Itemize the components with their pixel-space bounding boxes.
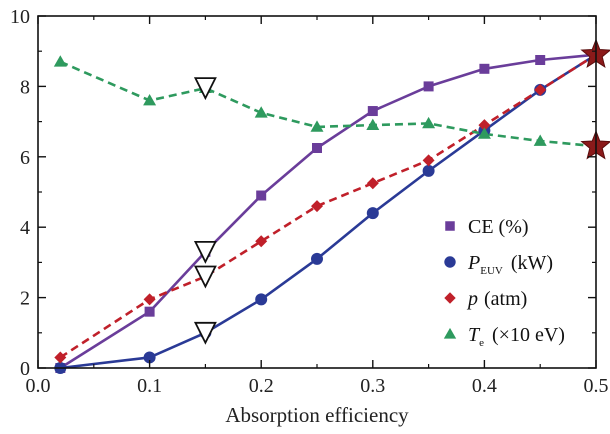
series-line-peuv: [60, 53, 597, 370]
legend-label-peuv: PEUV (kW): [467, 252, 553, 277]
y-tick-label: 10: [10, 6, 30, 28]
legend-marker-ce: [445, 221, 455, 231]
legend-label-te: Te (×10 eV): [468, 324, 565, 349]
legend-marker-peuv: [444, 256, 456, 268]
series-line-ce: [59, 53, 597, 370]
data-point-te: [477, 127, 491, 139]
legend-main: T: [468, 324, 481, 346]
x-tick-label: 0.4: [472, 375, 497, 397]
legend: CE (%) PEUV (kW) p (atm)Te (×10 eV): [443, 216, 565, 349]
x-tick-label: 0.3: [360, 375, 385, 397]
legend-label-ce: CE (%): [468, 216, 529, 238]
data-point-ce: [144, 306, 155, 317]
tick-labels: 0.0 0.1 0.2 0.3 0.4 0.5 0 2 4 6 8 10: [10, 6, 609, 397]
data-point-p: [422, 154, 435, 167]
data-point-ce: [312, 143, 322, 153]
legend-suffix: (atm): [484, 288, 527, 310]
data-point-te: [254, 106, 268, 118]
y-tick-label: 0: [20, 358, 30, 380]
y-tick-label: 4: [20, 217, 30, 239]
x-tick-label: 0.2: [249, 375, 274, 397]
data-point-ce: [535, 55, 546, 65]
legend-marker-te: [443, 327, 457, 339]
y-tick-label: 2: [20, 288, 30, 310]
x-tick-label: 0.0: [26, 375, 51, 397]
legend-main: P: [467, 252, 480, 274]
open-triangle-marker: [193, 77, 217, 101]
data-point-peuv: [143, 351, 156, 364]
data-point-p: [366, 177, 379, 190]
y-tick-label: 8: [20, 76, 30, 98]
data-point-ce: [479, 63, 490, 74]
data-point-ce: [423, 81, 434, 92]
x-tick-label: 0.5: [584, 375, 609, 397]
series-line-p: [59, 53, 597, 359]
legend-main: p: [466, 288, 478, 310]
data-point-p: [534, 83, 547, 96]
data-point-ce: [367, 106, 378, 117]
data-point-peuv: [366, 207, 379, 220]
data-point-te: [533, 134, 547, 146]
data-point-te: [143, 93, 157, 106]
data-point-ce: [256, 190, 267, 201]
open-triangle-marker: [193, 265, 217, 289]
x-tick-label: 0.1: [137, 375, 162, 397]
legend-suffix: (×10 eV): [492, 324, 565, 346]
data-point-p: [54, 351, 67, 364]
legend-label-p: p (atm): [466, 288, 527, 310]
data-point-p: [255, 235, 268, 248]
data-point-peuv: [255, 293, 268, 306]
legend-main: CE (%): [468, 216, 529, 238]
series-line-te: [59, 60, 597, 148]
data-point-te: [310, 120, 324, 132]
data-point-p: [478, 119, 491, 132]
x-axis-title: Absorption efficiency: [225, 403, 409, 427]
legend-subscript: e: [479, 337, 484, 349]
data-point-peuv: [422, 164, 435, 177]
legend-subscript: EUV: [480, 265, 503, 277]
legend-marker-p: [444, 292, 456, 304]
data-point-te: [422, 116, 436, 129]
open-triangle-marker: [193, 240, 217, 264]
data-point-te: [366, 118, 380, 130]
series-lines: [59, 53, 597, 370]
legend-suffix: (kW): [511, 252, 553, 274]
data-point-peuv: [311, 252, 323, 265]
open-triangle-marker: [193, 321, 217, 345]
y-tick-label: 6: [20, 147, 30, 169]
axis-ticks: [37, 15, 597, 369]
data-point-p: [143, 293, 156, 306]
data-point-p: [311, 200, 323, 213]
data-point-te: [53, 55, 67, 67]
